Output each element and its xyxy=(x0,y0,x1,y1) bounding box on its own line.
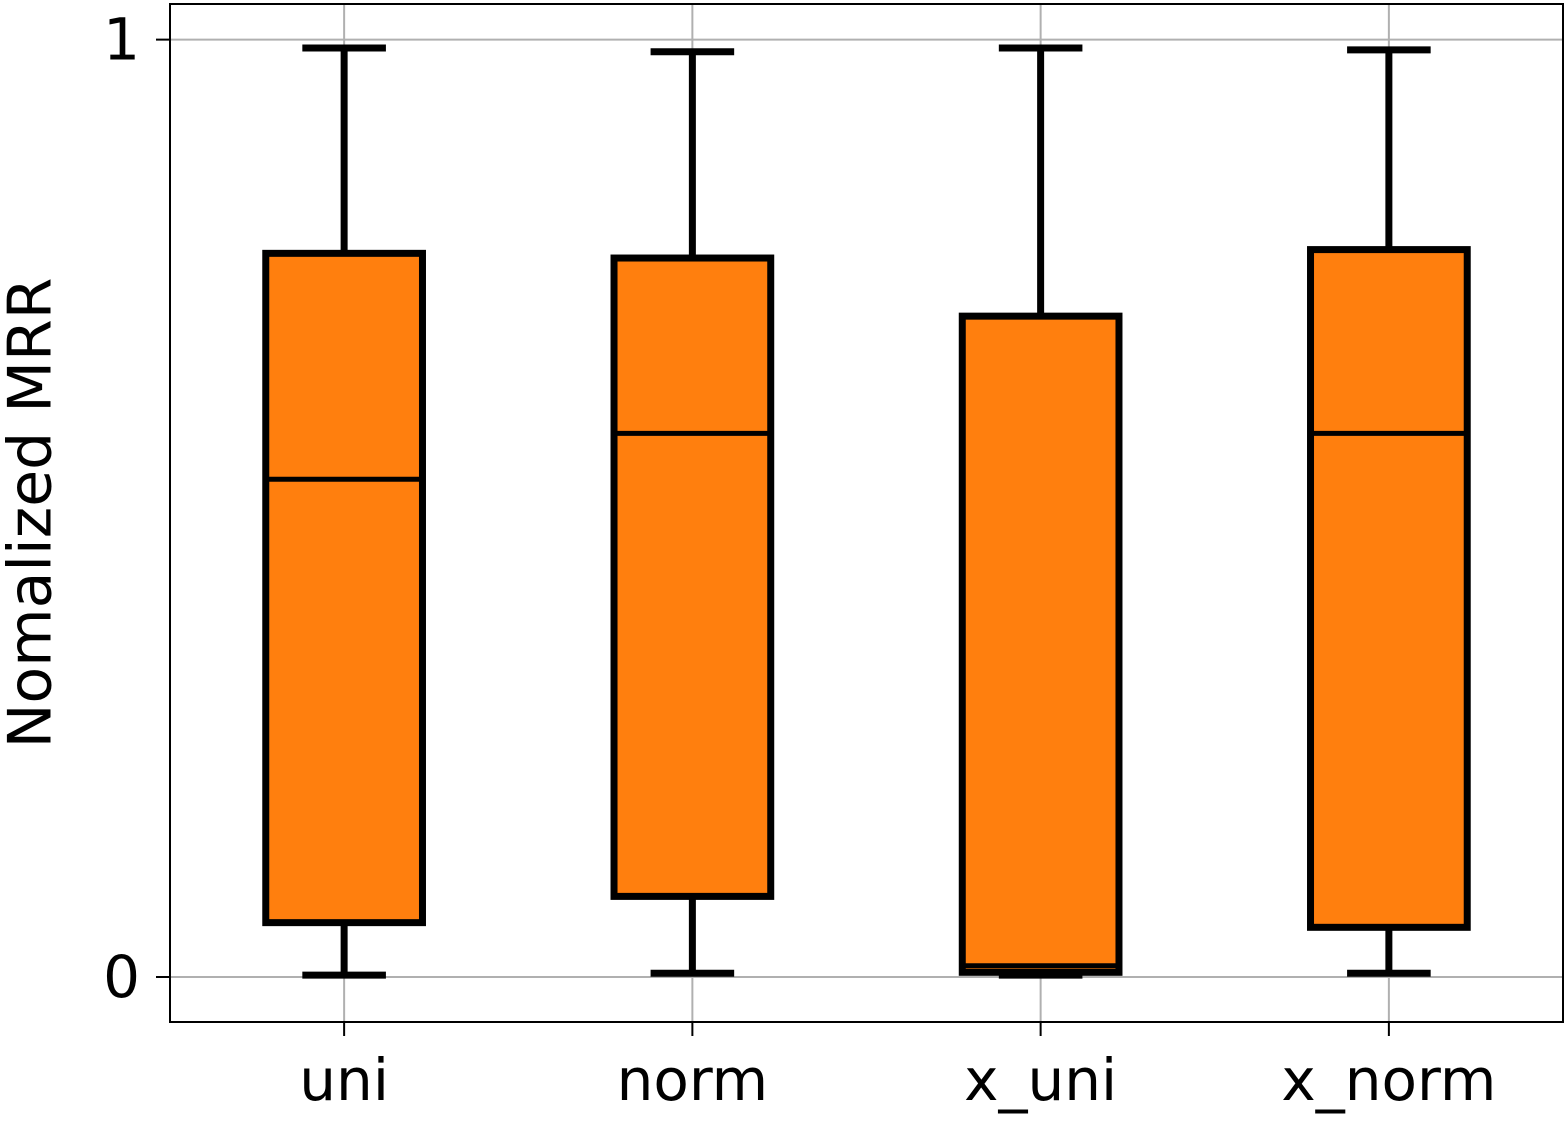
y-tick-label: 0 xyxy=(103,943,140,1011)
box xyxy=(262,249,426,927)
box xyxy=(958,312,1123,976)
axes-frame xyxy=(169,3,1564,1023)
box xyxy=(610,254,775,900)
box xyxy=(1307,246,1471,931)
x-tick-label: x_norm xyxy=(1281,1046,1496,1114)
x-tick-label: norm xyxy=(617,1046,769,1114)
y-tick-label: 1 xyxy=(103,6,140,74)
y-axis-label: Nomalized MRR xyxy=(0,278,66,749)
x-tick-label: x_uni xyxy=(964,1046,1117,1114)
x-tick-label: uni xyxy=(299,1046,389,1114)
